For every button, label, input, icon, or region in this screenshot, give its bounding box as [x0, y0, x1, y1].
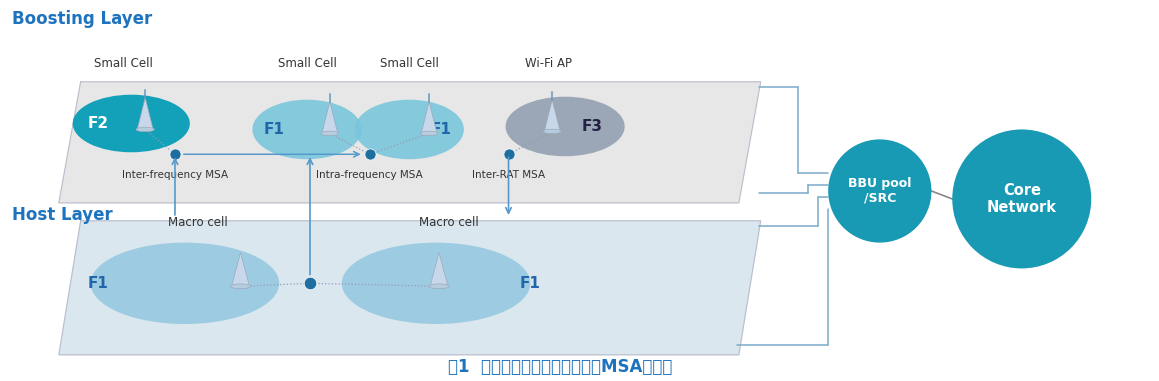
Ellipse shape	[136, 127, 154, 132]
Ellipse shape	[253, 100, 362, 159]
Text: Macro cell: Macro cell	[420, 216, 479, 229]
Text: Inter-frequency MSA: Inter-frequency MSA	[122, 170, 228, 180]
Ellipse shape	[429, 284, 450, 289]
Circle shape	[829, 139, 932, 243]
Text: BBU pool
/SRC: BBU pool /SRC	[848, 177, 911, 205]
Polygon shape	[322, 102, 337, 133]
Text: F3: F3	[582, 119, 603, 134]
Ellipse shape	[73, 95, 190, 152]
Text: Core
Network: Core Network	[986, 183, 1057, 215]
Text: Small Cell: Small Cell	[94, 57, 153, 70]
Polygon shape	[232, 253, 249, 286]
Text: Wi-Fi AP: Wi-Fi AP	[525, 57, 571, 70]
Text: F1: F1	[520, 276, 541, 291]
Text: Small Cell: Small Cell	[277, 57, 336, 70]
Text: F2: F2	[88, 116, 109, 131]
Text: Macro cell: Macro cell	[168, 216, 227, 229]
Ellipse shape	[355, 100, 464, 159]
Ellipse shape	[544, 129, 561, 134]
Text: Intra-frequency MSA: Intra-frequency MSA	[316, 170, 423, 180]
Text: 图1  未来无线网络中网络分层和MSA的融合: 图1 未来无线网络中网络分层和MSA的融合	[449, 358, 672, 376]
Ellipse shape	[231, 284, 250, 289]
Polygon shape	[59, 82, 760, 203]
Ellipse shape	[90, 243, 279, 324]
Ellipse shape	[321, 131, 338, 136]
Ellipse shape	[505, 97, 625, 156]
Text: F1: F1	[88, 276, 109, 291]
Polygon shape	[421, 102, 437, 133]
Polygon shape	[59, 221, 760, 355]
Text: F1: F1	[431, 122, 452, 137]
Text: Boosting Layer: Boosting Layer	[12, 10, 153, 28]
Ellipse shape	[420, 131, 438, 136]
Ellipse shape	[342, 243, 531, 324]
Polygon shape	[137, 98, 153, 130]
Text: Small Cell: Small Cell	[380, 57, 439, 70]
Text: Host Layer: Host Layer	[12, 206, 112, 224]
Text: F1: F1	[264, 122, 285, 137]
Text: Inter-RAT MSA: Inter-RAT MSA	[472, 170, 545, 180]
Polygon shape	[545, 100, 560, 131]
Polygon shape	[430, 253, 449, 286]
Circle shape	[953, 130, 1092, 269]
